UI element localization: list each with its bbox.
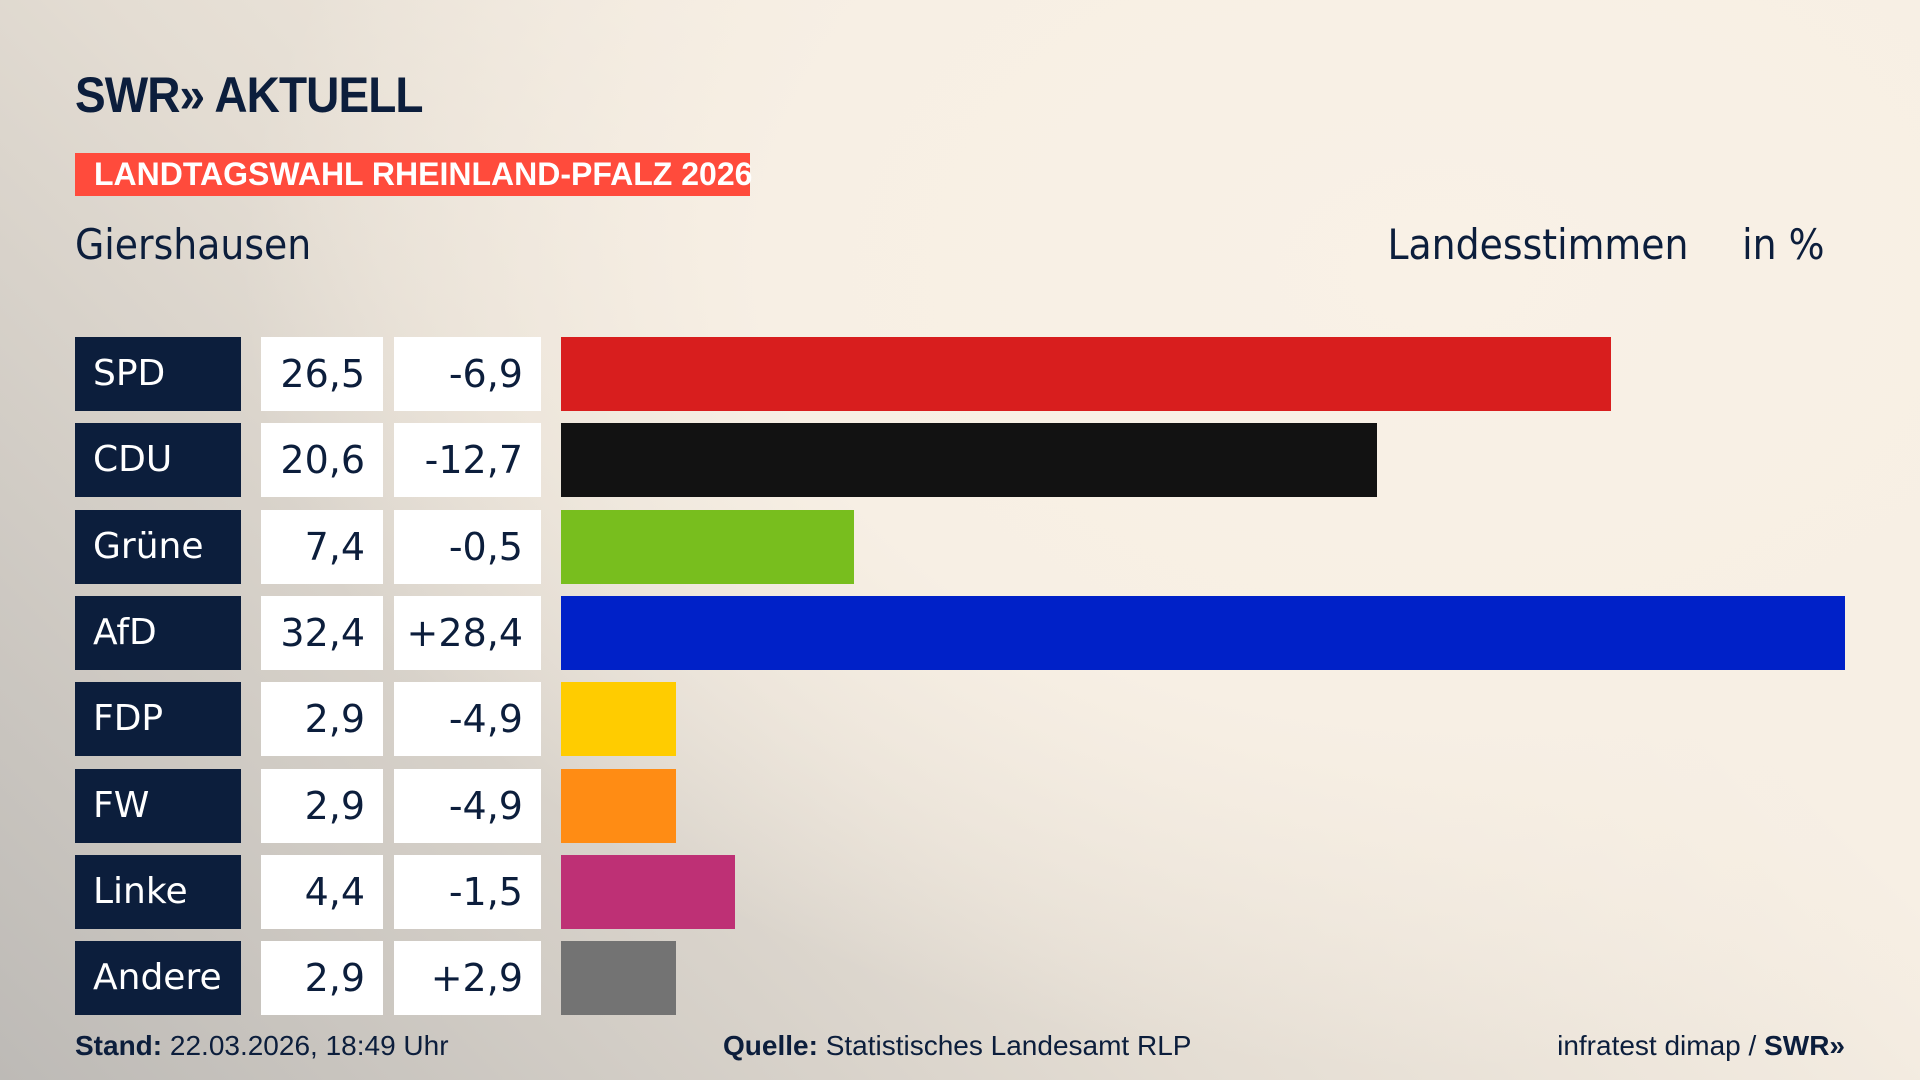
quelle-label: Quelle:	[723, 1030, 818, 1061]
diff-label: -6,9	[394, 337, 541, 411]
swr-logo-small: SWR»	[1764, 1030, 1845, 1061]
chart-row: SPD 26,5 -6,9	[0, 337, 1920, 411]
chart-row: Linke 4,4 -1,5	[0, 854, 1920, 929]
stand: Stand: 22.03.2026, 18:49 Uhr	[75, 1030, 449, 1062]
quelle-value: Statistisches Landesamt RLP	[825, 1030, 1192, 1061]
diff-label: -4,9	[394, 682, 541, 757]
place-title: Giershausen	[75, 220, 312, 269]
swr-aktuell-logo: SWR» AKTUELL	[75, 67, 423, 123]
unit-label: in %	[1742, 220, 1825, 269]
diff-label: -4,9	[394, 768, 541, 843]
bar-fw	[561, 768, 676, 843]
value-label: 2,9	[261, 768, 383, 843]
party-label: Linke	[75, 854, 241, 929]
party-label: CDU	[75, 423, 241, 498]
diff-label: -12,7	[394, 423, 541, 498]
value-label: 7,4	[261, 509, 383, 584]
stand-label: Stand:	[75, 1030, 163, 1061]
bar-cdu	[561, 423, 1378, 498]
stand-value: 22.03.2026, 18:49 Uhr	[169, 1030, 449, 1061]
party-label: Grüne	[75, 509, 241, 584]
party-label: Andere	[75, 941, 241, 1016]
value-label: 2,9	[261, 682, 383, 757]
bar-grüne	[561, 509, 855, 584]
value-label: 4,4	[261, 854, 383, 929]
credit: infratest dimap / SWR»	[1557, 1030, 1845, 1062]
bar-linke	[561, 854, 736, 929]
value-label: 26,5	[261, 337, 383, 411]
value-label: 2,9	[261, 941, 383, 1016]
bar-fdp	[561, 682, 676, 757]
chart-row: FDP 2,9 -4,9	[0, 682, 1920, 757]
credit-text: infratest dimap /	[1557, 1030, 1765, 1061]
party-label: FDP	[75, 682, 241, 757]
diff-label: +2,9	[394, 941, 541, 1016]
chart-row: FW 2,9 -4,9	[0, 768, 1920, 843]
diff-label: -1,5	[394, 854, 541, 929]
bar-afd	[561, 595, 1845, 670]
quelle: Quelle: Statistisches Landesamt RLP	[723, 1030, 1191, 1062]
bar-spd	[561, 337, 1612, 411]
party-label: AfD	[75, 595, 241, 670]
chart-row: Grüne 7,4 -0,5	[0, 509, 1920, 584]
diff-label: -0,5	[394, 509, 541, 584]
chart-row: AfD 32,4 +28,4	[0, 595, 1920, 670]
chart-row: Andere 2,9 +2,9	[0, 941, 1920, 1016]
party-label: SPD	[75, 337, 241, 411]
diff-label: +28,4	[394, 595, 541, 670]
value-label: 32,4	[261, 595, 383, 670]
bar-andere	[561, 941, 676, 1016]
value-label: 20,6	[261, 423, 383, 498]
measure-label: Landesstimmen	[1386, 220, 1688, 269]
party-label: FW	[75, 768, 241, 843]
election-banner: LANDTAGSWAHL RHEINLAND-PFALZ 2026	[75, 153, 752, 196]
chart-row: CDU 20,6 -12,7	[0, 423, 1920, 498]
